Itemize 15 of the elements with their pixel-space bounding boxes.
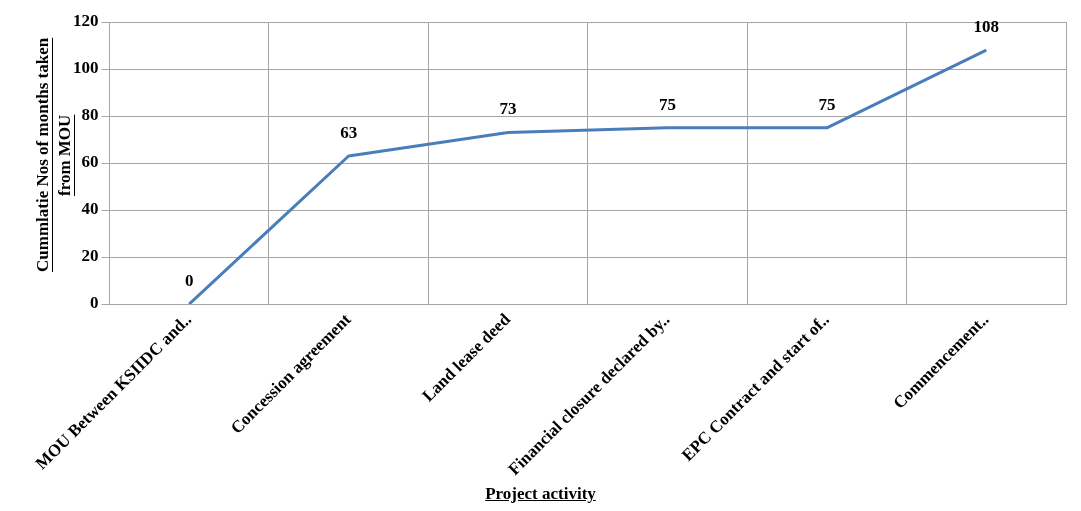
- data-label: 108: [973, 17, 1000, 37]
- data-label: 75: [658, 94, 676, 114]
- y-tick-label: 100: [73, 58, 99, 78]
- data-label: 75: [818, 94, 836, 114]
- y-tick-label: 0: [90, 293, 99, 313]
- y-tick-label: 20: [81, 246, 99, 266]
- y-tick-label: 80: [81, 105, 99, 125]
- x-axis-title: Project activity: [484, 484, 597, 504]
- y-axis-title: Cummlatie Nos of months taken from MOU: [33, 37, 74, 273]
- y-tick-label: 60: [81, 152, 99, 172]
- y-tick-label: 120: [73, 11, 99, 31]
- y-tick-label: 40: [81, 199, 99, 219]
- data-label: 63: [340, 122, 358, 142]
- data-label: 0: [184, 270, 194, 290]
- data-label: 73: [499, 99, 517, 119]
